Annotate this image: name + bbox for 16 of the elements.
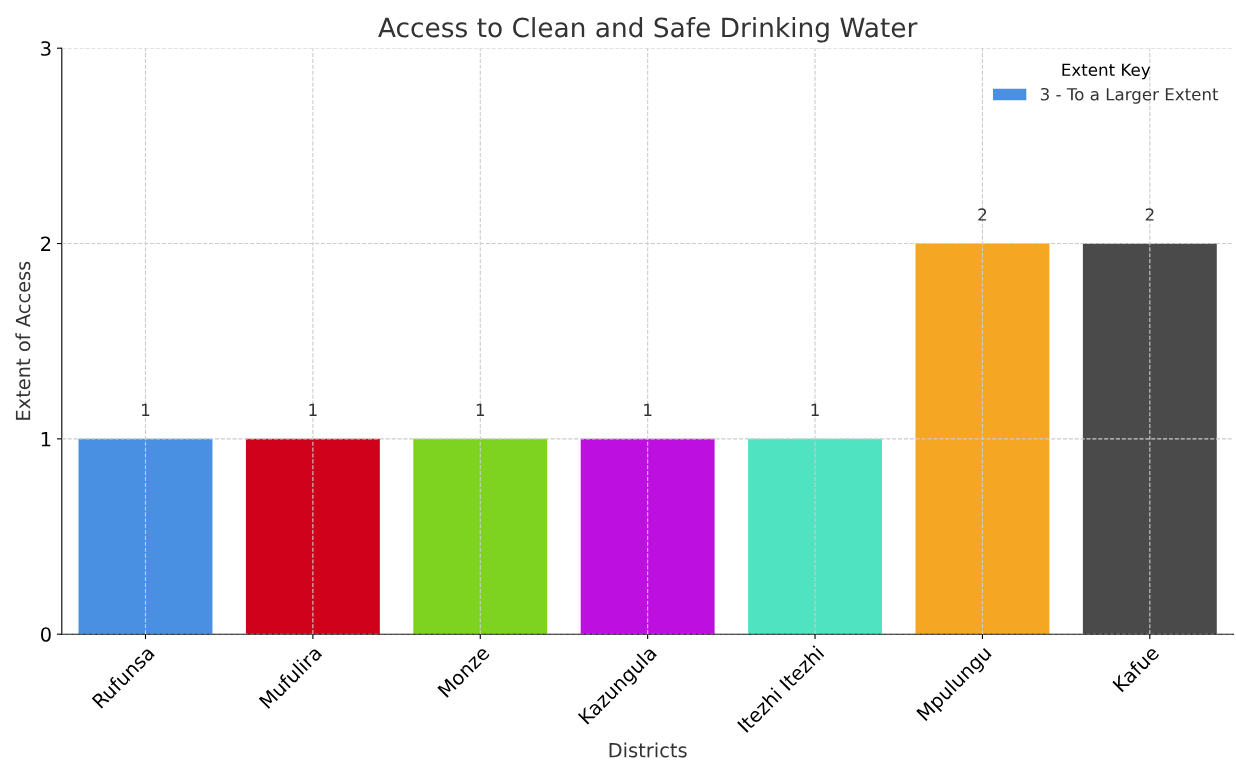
y-tick-label: 2	[41, 236, 51, 251]
chart-title: Access to Clean and Safe Drinking Water	[378, 17, 918, 43]
data-label: 2	[978, 208, 987, 221]
y-tick-label: 0	[40, 627, 51, 642]
y-tick-label: 3	[41, 41, 51, 56]
legend-label: 3 - To a Larger Extent	[1040, 87, 1219, 104]
data-label: 1	[476, 403, 485, 416]
data-label: 1	[811, 403, 819, 416]
legend-title: Extent Key	[1062, 63, 1151, 80]
y-tick-label: 1	[41, 432, 51, 447]
data-label: 1	[644, 403, 652, 416]
x-axis-title: Districts	[609, 742, 687, 758]
y-axis-title: Extent of Access	[15, 261, 31, 420]
data-label: 1	[309, 403, 317, 416]
data-label: 1	[142, 403, 150, 416]
data-label: 2	[1145, 208, 1154, 221]
